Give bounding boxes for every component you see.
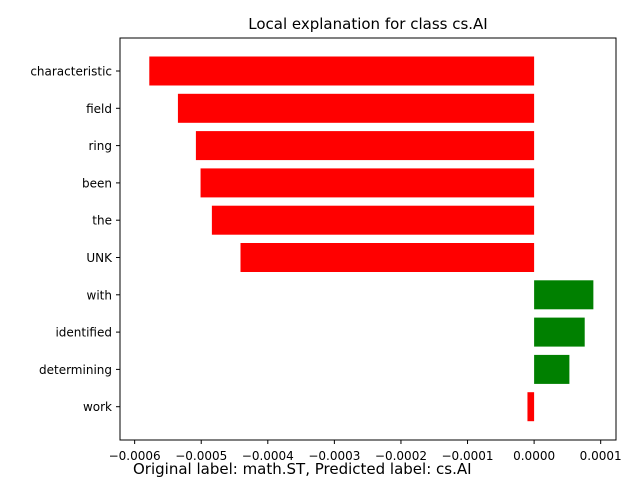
bar-the <box>211 205 535 235</box>
x-tick-label: −0.0001 <box>442 449 494 463</box>
bar-with <box>534 280 594 310</box>
bar-characteristic <box>149 56 535 86</box>
chart-title: Local explanation for class cs.AI <box>248 15 487 33</box>
x-tick-label: −0.0005 <box>175 449 227 463</box>
bar-work <box>527 392 535 422</box>
y-tick-label: determining <box>39 363 112 377</box>
x-tick-label: 0.0001 <box>580 449 622 463</box>
y-tick-label: characteristic <box>30 65 112 79</box>
y-tick-label: with <box>87 288 112 302</box>
y-tick-label: UNK <box>86 251 113 265</box>
x-tick-label: −0.0004 <box>242 449 294 463</box>
y-tick-label: identified <box>55 326 112 340</box>
y-tick-label: the <box>92 214 112 228</box>
x-tick-label: −0.0006 <box>109 449 161 463</box>
bar-unk <box>240 243 535 272</box>
y-tick-label: ring <box>89 139 113 153</box>
y-axis-ticks: characteristic field ring been the UNK with ide… <box>30 65 120 414</box>
plot-frame <box>119 37 617 441</box>
bar-field <box>177 93 535 123</box>
x-tick-label: 0.0000 <box>513 449 555 463</box>
bar-identified <box>534 317 585 347</box>
y-tick-label: been <box>82 176 112 190</box>
y-tick-label: work <box>83 400 112 414</box>
x-tick-label: −0.0002 <box>375 449 427 463</box>
x-axis-ticks: −0.0006 −0.0005 −0.0004 −0.0003 −0.0002 −0.00… <box>109 440 622 463</box>
bar-been <box>200 168 535 198</box>
bars-group <box>149 56 594 422</box>
bar-determining <box>534 354 570 384</box>
y-tick-label: field <box>86 102 112 116</box>
x-tick-label: −0.0003 <box>308 449 360 463</box>
prediction-caption: Original label: math.ST, Predicted label… <box>133 460 472 478</box>
bar-ring <box>195 131 535 161</box>
